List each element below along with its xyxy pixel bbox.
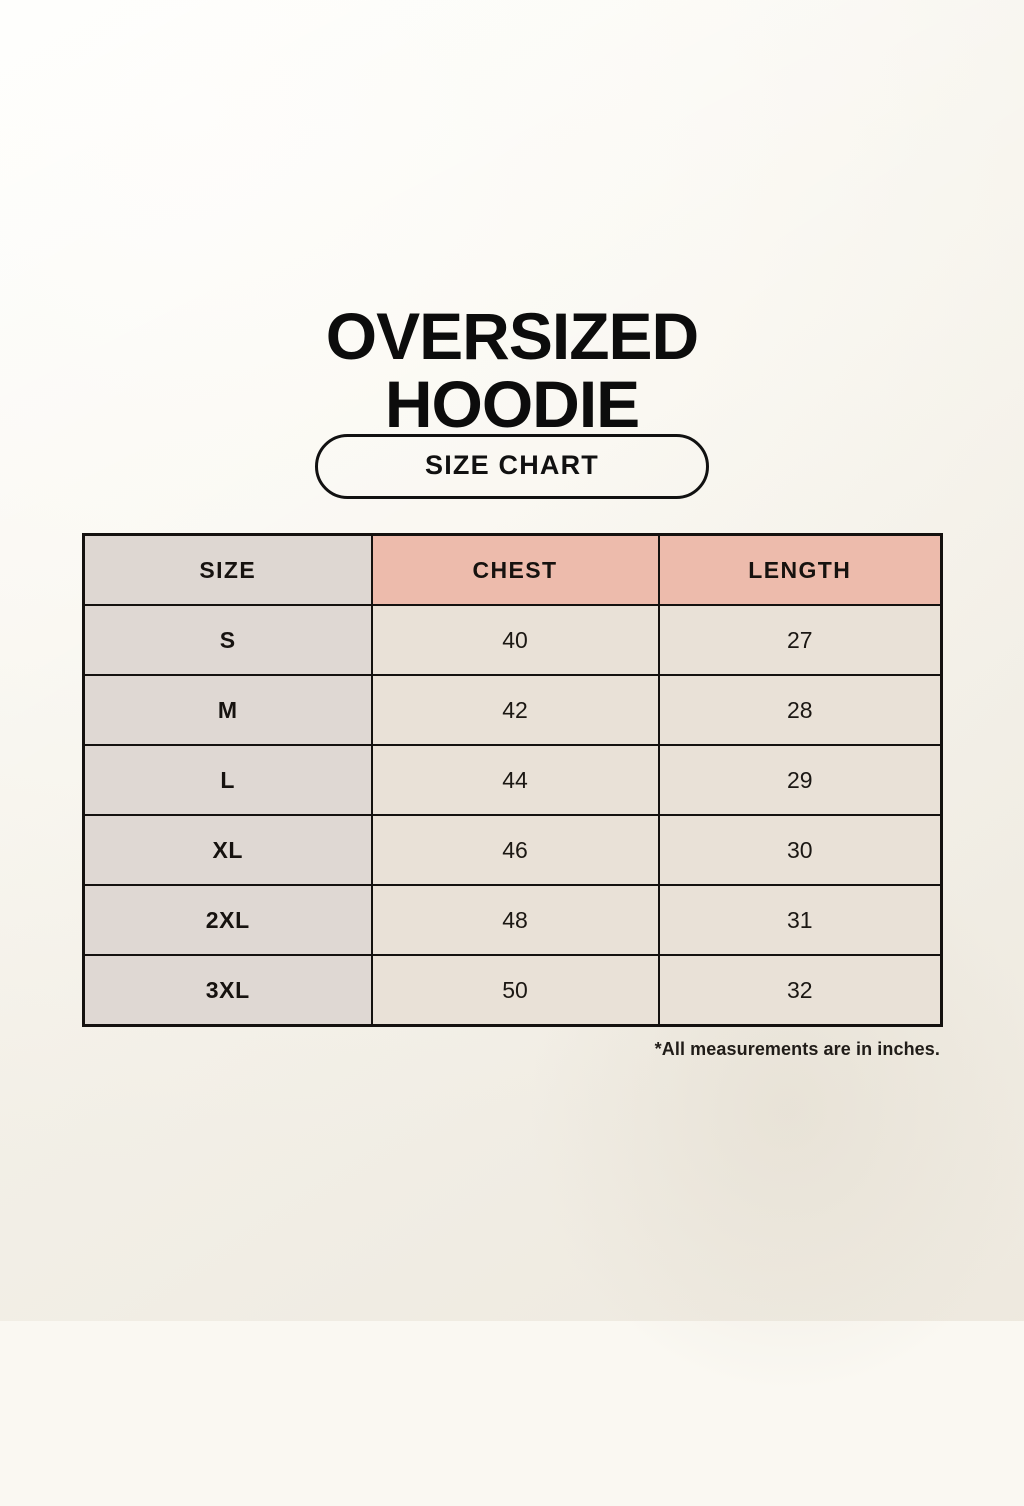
size-table: SIZE CHEST LENGTH S 40 27 M 42 28 L xyxy=(82,533,943,1027)
cell-size: 2XL xyxy=(82,884,373,956)
size-table-body: S 40 27 M 42 28 L 44 29 XL 46 30 xyxy=(82,604,943,1027)
cell-size: L xyxy=(82,744,373,816)
cell-size: S xyxy=(82,604,373,676)
cell-length: 32 xyxy=(657,954,943,1027)
cell-length: 30 xyxy=(657,814,943,886)
page-title: OVERSIZED HOODIE xyxy=(0,302,1024,438)
table-row: L 44 29 xyxy=(82,744,943,816)
cell-size: XL xyxy=(82,814,373,886)
cell-chest: 50 xyxy=(370,954,660,1027)
size-chart-badge: SIZE CHART xyxy=(315,434,709,499)
measurements-footnote: *All measurements are in inches. xyxy=(654,1039,940,1059)
cell-size: 3XL xyxy=(82,954,373,1027)
cell-length: 27 xyxy=(657,604,943,676)
cell-chest: 48 xyxy=(370,884,660,956)
page-title-line-1: OVERSIZED xyxy=(325,299,699,374)
size-table-container: SIZE CHEST LENGTH S 40 27 M 42 28 L xyxy=(82,533,943,1027)
cell-chest: 46 xyxy=(370,814,660,886)
size-table-header: SIZE CHEST LENGTH xyxy=(82,533,943,606)
size-chart-badge-container: SIZE CHART xyxy=(0,434,1024,499)
column-header-length: LENGTH xyxy=(657,533,943,606)
cell-length: 29 xyxy=(657,744,943,816)
table-row: S 40 27 xyxy=(82,604,943,676)
cell-length: 28 xyxy=(657,674,943,746)
table-row: XL 46 30 xyxy=(82,814,943,886)
column-header-size: SIZE xyxy=(82,533,373,606)
table-row: 3XL 50 32 xyxy=(82,954,943,1027)
table-row: M 42 28 xyxy=(82,674,943,746)
column-header-chest: CHEST xyxy=(370,533,660,606)
cell-size: M xyxy=(82,674,373,746)
page-title-line-2: HOODIE xyxy=(384,367,640,442)
table-header-row: SIZE CHEST LENGTH xyxy=(82,533,943,606)
cell-chest: 44 xyxy=(370,744,660,816)
cell-chest: 42 xyxy=(370,674,660,746)
cell-chest: 40 xyxy=(370,604,660,676)
table-row: 2XL 48 31 xyxy=(82,884,943,956)
cell-length: 31 xyxy=(657,884,943,956)
